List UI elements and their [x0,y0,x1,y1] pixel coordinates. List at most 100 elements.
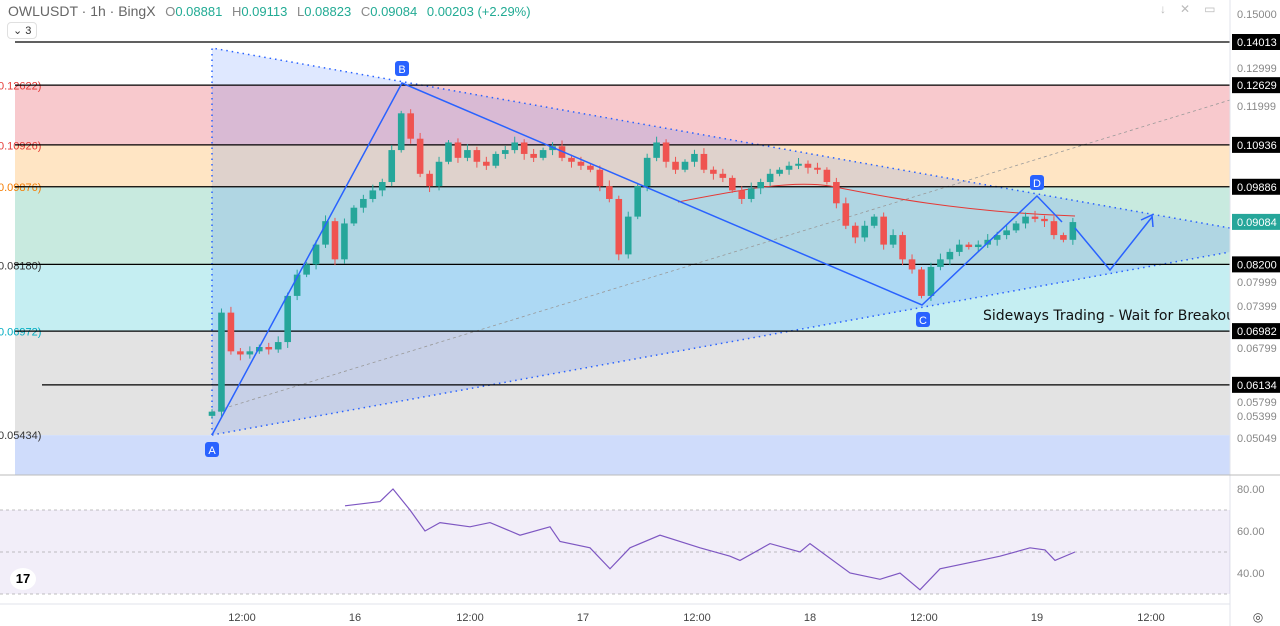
price-tick: 0.11999 [1237,101,1276,113]
price-tick: 0.05799 [1237,397,1277,409]
low-label: L [296,4,305,19]
candle-body [284,295,291,343]
level-price-tag [1232,77,1280,94]
candle-body [416,138,424,174]
annotation-text: Sideways Trading - Wait for Breakout [983,308,1241,324]
candle-body [265,346,273,350]
projection-arrow [1074,216,1153,272]
candle-body [549,146,556,151]
level-price-text: 0.09886 [1237,182,1277,194]
candle-body [719,173,727,178]
candle-body [974,244,982,248]
close-label: C [360,4,371,19]
level-price-tag [1232,178,1280,195]
candle-body [993,235,1001,240]
candle-body [293,274,301,296]
candle-body [946,251,954,260]
symbol-title[interactable]: OWLUSDT · 1h · BingX [8,3,156,19]
candle-body [937,259,944,267]
price-tick: 0.05049 [1237,433,1277,445]
candle-body [388,150,396,183]
candle-body [568,157,575,162]
close-value: 0.09084 [370,4,418,19]
chevron-down-icon: ⌄ [13,25,23,37]
point-label-box [395,61,409,76]
candle-body [842,203,850,226]
arrow-head-icon [1140,213,1154,228]
candle-body [899,235,906,260]
candle-body [530,153,537,158]
price-tick: 0.07999 [1237,277,1277,289]
close-icon[interactable]: ✕ [1180,2,1191,16]
candle-body [256,346,263,352]
candle-body [700,153,708,170]
candle-body [274,342,282,350]
time-tick: 16 [349,612,361,624]
level-price-tag [1232,34,1280,50]
candle-body [1050,221,1058,236]
low-value: 0.08823 [304,4,352,19]
price-tick: 0.15000 [1237,9,1277,21]
candle-body [426,173,433,187]
candle-body [653,142,660,158]
candle-body [823,169,831,183]
candle-body [1060,235,1067,240]
point-label-box [1030,175,1044,190]
rsi-tick: 80.00 [1237,484,1265,496]
candle-body [464,150,471,158]
candle-body [766,173,774,183]
point-label-d: D [1033,178,1041,190]
candle-body [757,182,764,189]
time-tick: 18 [804,612,816,624]
settings-eye-icon[interactable]: ◎ [1253,610,1263,624]
candle-body [710,169,717,174]
price-tick: 0.12999 [1237,63,1277,75]
level-price-text: 0.10936 [1237,140,1277,152]
candle-body [662,142,670,162]
candle-body [776,169,783,174]
level-price-text: 0.06982 [1237,326,1277,338]
candle-body [795,163,802,166]
candle-body [322,221,329,245]
point-label-a: A [208,445,216,457]
level-price-tag [1232,136,1280,153]
candle-body [738,190,746,199]
indicator-toggle-button[interactable]: ⌄ 3 [7,22,38,39]
time-tick: 12:00 [683,612,711,624]
candle-body [312,244,320,265]
candle-body [397,113,405,151]
candle-body [965,244,973,248]
candle-body [672,161,679,170]
candle-body [218,312,225,412]
candle-body [501,150,509,154]
fib-zone [15,187,1230,266]
arrow-down-icon[interactable]: ↓ [1160,2,1166,16]
candle-body [889,235,897,245]
fib-zone [15,145,1230,188]
level-price-text: 0.14013 [1237,37,1277,49]
level-price-tag [1232,376,1280,393]
high-value: 0.09113 [241,4,288,19]
candle-body [407,113,414,139]
fib-label: 0.10926) [0,140,41,152]
point-label-b: B [398,64,405,76]
open-label: O [165,4,176,19]
candle-body [729,177,736,191]
last-price-text: 0.09084 [1237,217,1277,229]
candle-body [1022,216,1029,224]
fib-zone [15,435,1230,475]
price-tick: 0.06799 [1237,343,1277,355]
candle-body [350,207,358,224]
candle-body [473,150,481,162]
candle-body [577,161,585,166]
candle-body [804,163,812,168]
candle-body [747,188,755,199]
maximize-icon[interactable]: ▭ [1204,2,1216,16]
candle-body [208,411,216,416]
last-price-tag [1232,213,1280,230]
candle-body [378,182,386,191]
level-price-text: 0.08200 [1237,259,1277,271]
candle-body [435,161,443,187]
pane-tools: ↓ ✕ ▭ [1160,2,1229,16]
